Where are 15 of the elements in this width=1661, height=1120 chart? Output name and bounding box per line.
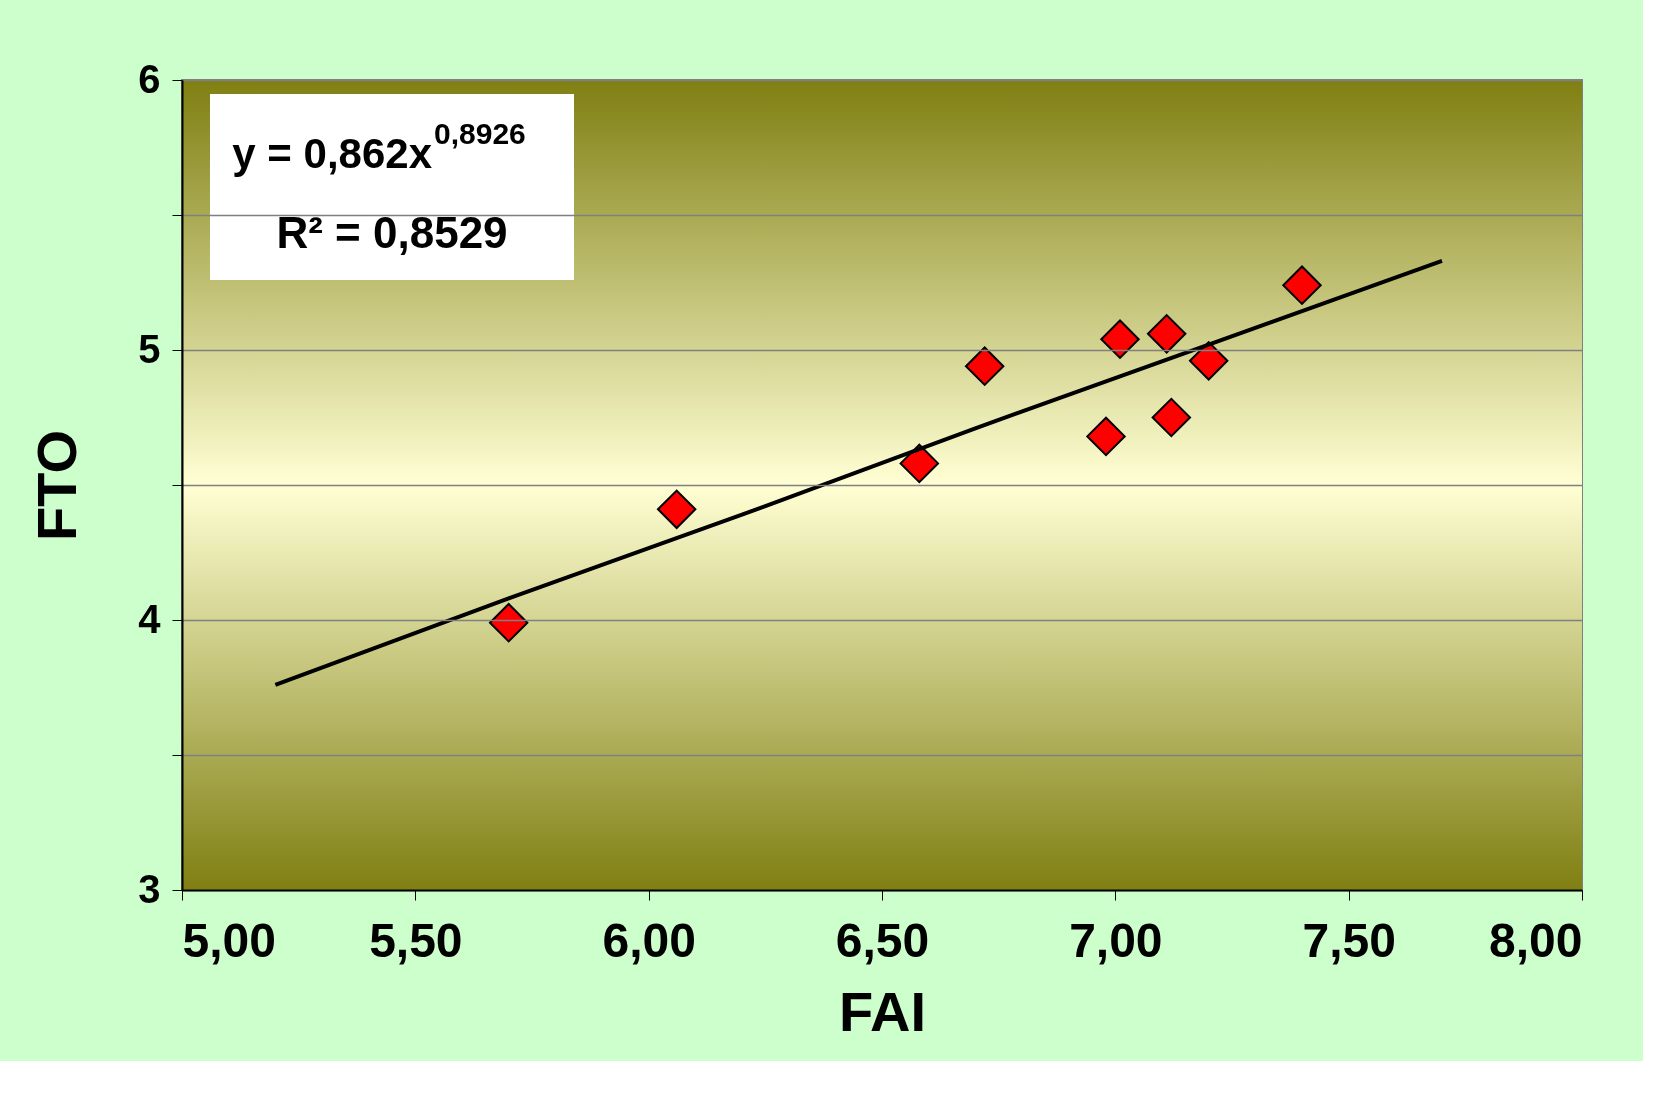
- x-tick-label: 7,00: [1069, 913, 1163, 967]
- x-axis-title: FAI: [838, 979, 927, 1043]
- x-tick-label: 6,50: [835, 913, 930, 967]
- x-tick-label: 7,50: [1302, 913, 1396, 967]
- x-tick-label: 5,50: [369, 913, 463, 967]
- annotation: R² = 0,8529: [276, 208, 508, 257]
- x-tick-label: 5,00: [182, 913, 276, 967]
- y-tick-label: 5: [138, 326, 161, 371]
- line-series: [273, 258, 1444, 687]
- y-axis-title: FTO: [25, 430, 89, 541]
- y-tick-label: 4: [138, 596, 162, 641]
- x-tick-label: 6,00: [602, 913, 696, 967]
- y-tick-label: 6: [138, 56, 161, 101]
- x-tick-label: 8,00: [1489, 913, 1583, 967]
- y-tick-label: 3: [138, 866, 161, 911]
